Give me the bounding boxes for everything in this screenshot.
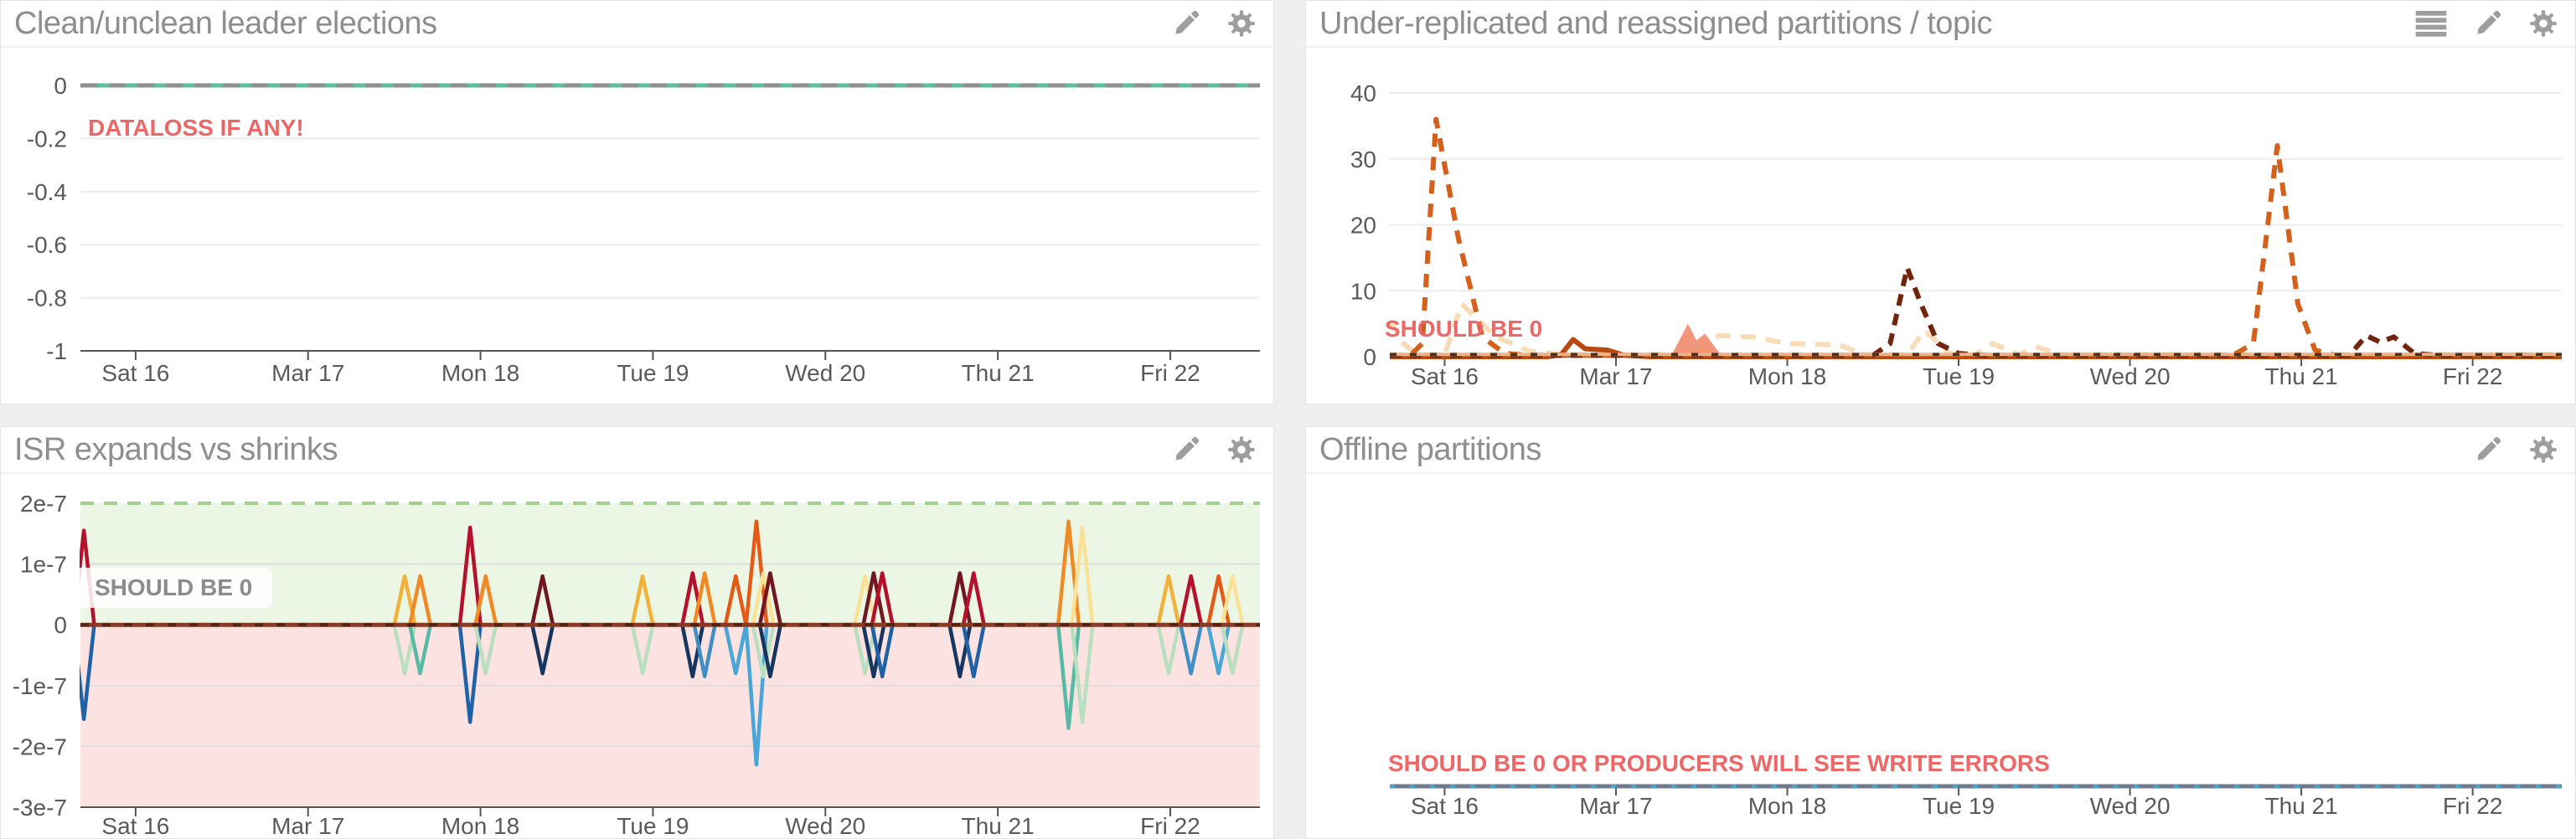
chart-clean-unclean-leader-elections[interactable]: 0 -0.2 -0.4 -0.6 -0.8 -1 Sat 16 Mar 17 Mon 18 Tue… <box>1 49 1273 404</box>
svg-text:2e-7: 2e-7 <box>20 491 67 517</box>
gear-icon[interactable] <box>1226 8 1257 39</box>
svg-text:Mon 18: Mon 18 <box>441 360 519 386</box>
gear-icon[interactable] <box>1226 435 1257 465</box>
svg-text:Mar 17: Mar 17 <box>1579 363 1652 389</box>
panel-title[interactable]: Under-replicated and reassigned partitio… <box>1319 5 1993 41</box>
svg-text:Tue 19: Tue 19 <box>617 360 689 386</box>
pencil-icon[interactable] <box>1171 435 1201 465</box>
svg-text:Tue 19: Tue 19 <box>1923 363 1995 389</box>
panel-header: Clean/unclean leader elections <box>1 1 1273 48</box>
svg-text:1e-7: 1e-7 <box>20 552 67 578</box>
svg-text:0: 0 <box>54 73 67 99</box>
svg-text:Mar 17: Mar 17 <box>1579 793 1652 819</box>
svg-text:Tue 19: Tue 19 <box>1923 793 1995 819</box>
svg-text:Fri 22: Fri 22 <box>1140 360 1200 386</box>
svg-text:-2e-7: -2e-7 <box>13 733 67 759</box>
svg-text:Mon 18: Mon 18 <box>1748 363 1826 389</box>
svg-text:-1: -1 <box>46 338 67 364</box>
chart-isr-expands-vs-shrinks[interactable]: 2e-7 1e-7 0 -1e-7 -2e-7 -3e-7 Sat 16 Mar 17 Mon … <box>1 476 1273 838</box>
panel-actions <box>2473 435 2558 465</box>
panel-clean-unclean-leader-elections: Clean/unclean leader elections 0 -0.2 -0.4… <box>0 0 1274 404</box>
svg-text:Sat 16: Sat 16 <box>1411 363 1479 389</box>
gear-icon[interactable] <box>2528 8 2558 39</box>
svg-text:-0.4: -0.4 <box>27 179 67 205</box>
pencil-icon[interactable] <box>2473 8 2503 39</box>
svg-text:Sat 16: Sat 16 <box>101 813 169 838</box>
panel-title[interactable]: ISR expands vs shrinks <box>14 431 338 467</box>
svg-text:Mar 17: Mar 17 <box>271 360 344 386</box>
svg-text:-0.6: -0.6 <box>27 232 67 258</box>
svg-text:Wed 20: Wed 20 <box>2090 363 2171 389</box>
svg-text:Fri 22: Fri 22 <box>2443 793 2503 819</box>
should-be-zero-label: SHOULD BE 0 <box>75 568 273 608</box>
pencil-icon[interactable] <box>2473 435 2503 465</box>
panel-actions <box>1171 8 1257 39</box>
pencil-icon[interactable] <box>1171 8 1201 39</box>
svg-text:Mar 17: Mar 17 <box>271 813 344 838</box>
panel-isr-expands-vs-shrinks: ISR expands vs shrinks 2e-7 1e-7 0 -1e-7 -2e… <box>0 426 1274 839</box>
panel-header: Under-replicated and reassigned partitio… <box>1306 1 2575 48</box>
svg-text:Mon 18: Mon 18 <box>441 813 519 838</box>
svg-text:Fri 22: Fri 22 <box>1140 813 1200 838</box>
panel-actions <box>1171 435 1257 465</box>
panel-title[interactable]: Offline partitions <box>1319 431 1541 467</box>
svg-text:20: 20 <box>1350 213 1376 239</box>
svg-text:Wed 20: Wed 20 <box>785 360 865 386</box>
svg-text:Sat 16: Sat 16 <box>1411 793 1479 819</box>
svg-text:0: 0 <box>54 612 67 638</box>
gear-icon[interactable] <box>2528 435 2558 465</box>
legend-list-icon[interactable] <box>2414 9 2448 38</box>
svg-text:-1e-7: -1e-7 <box>13 673 67 699</box>
svg-text:Fri 22: Fri 22 <box>2443 363 2503 389</box>
panel-under-replicated-partitions: Under-replicated and reassigned partitio… <box>1305 0 2576 404</box>
panel-actions <box>2414 8 2558 39</box>
svg-text:40: 40 <box>1350 80 1376 106</box>
should-be-zero-label: SHOULD BE 0 <box>1385 316 1543 342</box>
chart-offline-partitions[interactable]: Sat 16 Mar 17 Mon 18 Tue 19 Wed 20 Thu 21 Fri … <box>1306 476 2575 838</box>
svg-text:Thu 21: Thu 21 <box>962 360 1035 386</box>
svg-text:0: 0 <box>1363 344 1376 370</box>
svg-text:30: 30 <box>1350 147 1376 172</box>
svg-text:-3e-7: -3e-7 <box>13 795 67 821</box>
svg-text:-0.8: -0.8 <box>27 286 67 311</box>
panel-header: ISR expands vs shrinks <box>1 427 1273 474</box>
svg-text:Mon 18: Mon 18 <box>1748 793 1826 819</box>
write-errors-warning-label: SHOULD BE 0 OR PRODUCERS WILL SEE WRITE … <box>1388 750 2050 776</box>
panel-title[interactable]: Clean/unclean leader elections <box>14 5 437 41</box>
svg-text:Thu 21: Thu 21 <box>962 813 1035 838</box>
svg-text:Thu 21: Thu 21 <box>2265 793 2338 819</box>
svg-text:Sat 16: Sat 16 <box>101 360 169 386</box>
svg-text:Wed 20: Wed 20 <box>2090 793 2171 819</box>
dataloss-warning-label: DATALOSS IF ANY! <box>88 115 304 141</box>
svg-text:Wed 20: Wed 20 <box>785 813 865 838</box>
svg-text:Thu 21: Thu 21 <box>2265 363 2338 389</box>
svg-text:-0.2: -0.2 <box>27 126 67 152</box>
svg-text:10: 10 <box>1350 278 1376 304</box>
panel-header: Offline partitions <box>1306 427 2575 474</box>
panel-offline-partitions: Offline partitions Sat 16 Mar 17 Mon 18 Tue… <box>1305 426 2576 839</box>
svg-text:Tue 19: Tue 19 <box>617 813 689 838</box>
chart-under-replicated-partitions[interactable]: 0 10 20 30 40 Sat 16 Mar 17 Mon 18 Tue 19 Wed 20 T… <box>1306 49 2575 404</box>
